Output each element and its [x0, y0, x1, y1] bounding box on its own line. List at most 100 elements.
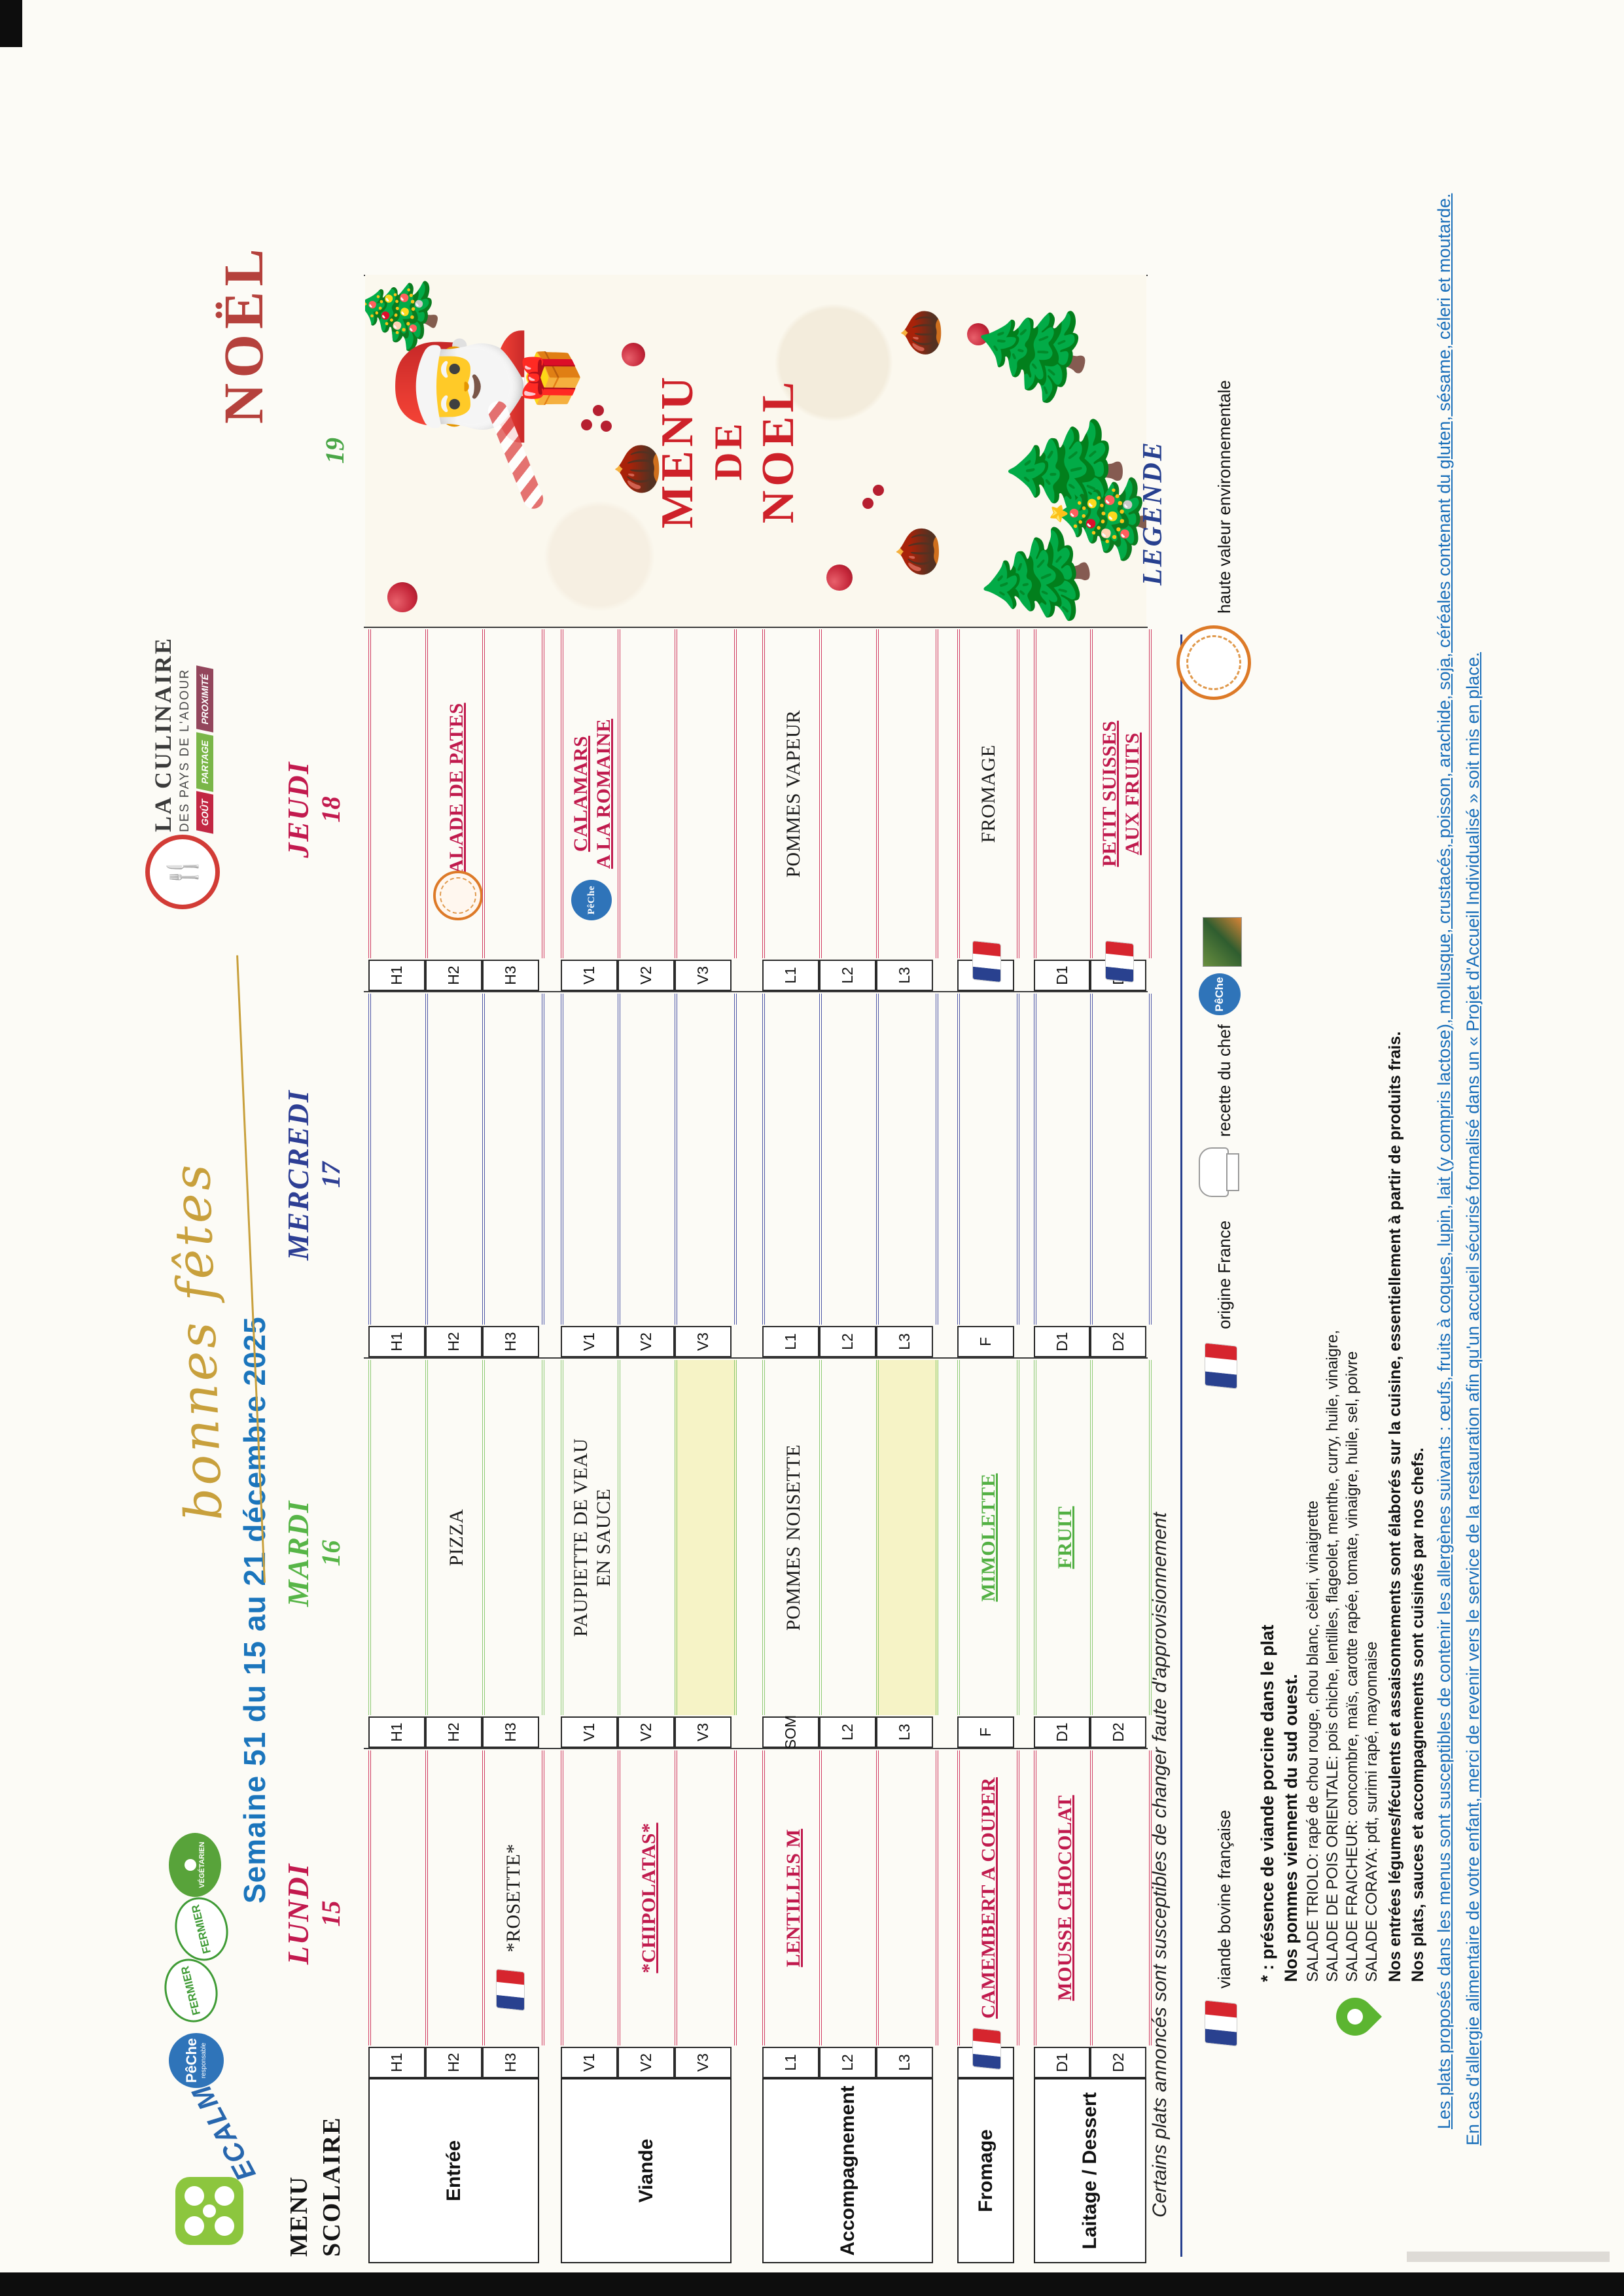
- code-box: F: [957, 1326, 1014, 1357]
- menu-cell-paupiette: PAUPIETTE DE VEAU EN SAUCE: [561, 1360, 620, 1715]
- tree-icon: 🎄: [1044, 455, 1146, 580]
- entrees-note: Nos entrées légumes/féculents et assaiso…: [1386, 1031, 1404, 1982]
- code-box: V1: [561, 960, 618, 991]
- code-box: V2: [618, 960, 675, 991]
- menu-cell: [675, 1750, 737, 2045]
- category-laitage-dessert: Laitage / Dessert: [1034, 2078, 1146, 2263]
- code-box: H1: [368, 2047, 425, 2078]
- bauble-icon: [826, 565, 853, 591]
- category-entree: Entrée: [368, 2078, 539, 2263]
- menu-cell-pommes-vapeur: POMMES VAPEUR: [762, 629, 822, 958]
- menu-cell: [482, 1360, 544, 1715]
- category-fromage: Fromage: [957, 2078, 1014, 2263]
- column-jeudi: H1 H2 H3 V1 V2 V3 L1 L2 L3 F D1 D2 SALAD…: [0, 628, 1624, 991]
- code-box: H3: [482, 1326, 539, 1357]
- viande-francaise-flag-icon: [973, 941, 1000, 983]
- pai-disclaimer: En cas d'allergie alimentaire de votre e…: [1463, 652, 1483, 2146]
- hve-stamp-icon: [433, 871, 483, 920]
- code-box: L2: [819, 960, 876, 991]
- noel-title: NOËL: [212, 243, 275, 424]
- code-box: L3: [876, 1326, 933, 1357]
- code-box: H2: [425, 1326, 482, 1357]
- code-box: V1: [561, 2047, 618, 2078]
- menu-cell-pommes-noisette: POMMES NOISETTE: [762, 1360, 822, 1715]
- page-title: MENU SCOLAIRE: [285, 2116, 345, 2257]
- code-box: L3: [876, 2047, 933, 2078]
- menu-cell: [368, 629, 428, 958]
- menu-cell: [482, 629, 544, 958]
- ecalm-logo-text: ECALM: [185, 2079, 262, 2186]
- menu-cell: [1034, 629, 1093, 958]
- hve-label: haute valeur environnementale: [1214, 379, 1234, 614]
- code-box: V3: [675, 1326, 732, 1357]
- code-box: L2: [819, 2047, 876, 2078]
- menu-cell: [876, 629, 938, 958]
- menu-cell-highlighted: [675, 1360, 737, 1715]
- menu-cell: [368, 1750, 428, 2045]
- code-box: H3: [482, 1716, 539, 1748]
- code-box: L2: [819, 1716, 876, 1748]
- peche-stamp-icon: PêChe: [571, 880, 612, 920]
- code-box: L1: [762, 1326, 819, 1357]
- menu-cell: [819, 1750, 879, 2045]
- plats-note: Nos plats, sauces et accompagnements son…: [1409, 1448, 1427, 1982]
- menu-cell-camembert: CAMEMBERT A COUPER: [957, 1750, 1019, 2070]
- salade-fraicheur: SALADE FRAICHEUR: concombre, maïs, carot…: [1343, 1351, 1361, 1982]
- menu-cell: [618, 629, 677, 958]
- ecalm-logo-icon: [175, 2177, 243, 2245]
- menu-cell: [819, 1360, 879, 1715]
- viande-francaise-flag-icon: [973, 2028, 1000, 2070]
- hve-stamp-icon: [1176, 625, 1251, 700]
- column-mercredi: H1 H2 H3 V1 V2 V3 L1 L2 L3 F D1 D2: [0, 992, 1624, 1357]
- column-separator: [364, 1748, 1148, 1749]
- code-box: D1: [1034, 960, 1090, 991]
- code-box: D2: [1090, 1716, 1146, 1748]
- menu-cell: [819, 994, 879, 1325]
- code-box: D1: [1034, 2047, 1090, 2078]
- recette-du-chef-label: recette du chef: [1214, 1024, 1234, 1137]
- code-box: H3: [482, 2047, 539, 2078]
- christmas-banner: 🎄 🎅 🎁 🌰 MENU DE NOEL 🌰 🌰 🌲 🌲 🌲 🎄: [365, 275, 1146, 627]
- legend-divider-line: [1180, 635, 1182, 2257]
- salade-coraya: SALADE CORAYA: pdt, surimi rapé, mayonna…: [1363, 1641, 1381, 1982]
- code-box: D2: [1090, 2047, 1146, 2078]
- menu-cell-calamars: PêChe CALAMARS A LA ROMAINE: [561, 629, 620, 958]
- code-box: V3: [675, 1716, 732, 1748]
- code-box: V2: [618, 1716, 675, 1748]
- code-box: H3: [482, 960, 539, 991]
- code-box: V3: [675, 960, 732, 991]
- berry-icon: [862, 498, 874, 509]
- code-box: V2: [618, 1326, 675, 1357]
- menu-cell-fruit: FRUIT: [1034, 1360, 1093, 1715]
- menu-cell: [618, 1360, 677, 1715]
- scan-edge-strip: [0, 2272, 1624, 2296]
- column-separator: [364, 627, 1148, 628]
- code-box: H1: [368, 960, 425, 991]
- menu-cell: [368, 1360, 428, 1715]
- menu-cell: [819, 629, 879, 958]
- menu-cell-mimolette: MIMOLETTE: [957, 1360, 1019, 1715]
- menu-cell-chipolatas: *CHIPOLATAS*: [618, 1750, 677, 2045]
- porcine-note: * : présence de viande porcine dans le p…: [1258, 1624, 1277, 1982]
- availability-note: Certains plats annoncés sont susceptible…: [1149, 1512, 1171, 2218]
- code-box: L3: [876, 1716, 933, 1748]
- menu-cell: [876, 1750, 938, 2045]
- column-separator: [364, 1357, 1148, 1359]
- code-box: H2: [425, 960, 482, 991]
- gift-icon: 🎁: [522, 345, 580, 411]
- berry-icon: [581, 419, 592, 430]
- code-box: L3: [876, 960, 933, 991]
- viande-francaise-flag-icon: [1106, 941, 1133, 983]
- menu-cell: [675, 994, 737, 1325]
- code-box: V1: [561, 1326, 618, 1357]
- menu-cell-petit-suisses: PETIT SUISSES AUX FRUITS: [1090, 629, 1152, 983]
- menu-cell: [425, 994, 485, 1325]
- category-viande: Viande: [561, 2078, 732, 2263]
- code-box: F: [957, 1716, 1014, 1748]
- menu-cell-fromage: FROMAGE: [957, 629, 1019, 983]
- menu-cell: [1090, 994, 1152, 1325]
- code-box: H2: [425, 1716, 482, 1748]
- viande-bovine-label: viande bovine française: [1214, 1809, 1234, 1989]
